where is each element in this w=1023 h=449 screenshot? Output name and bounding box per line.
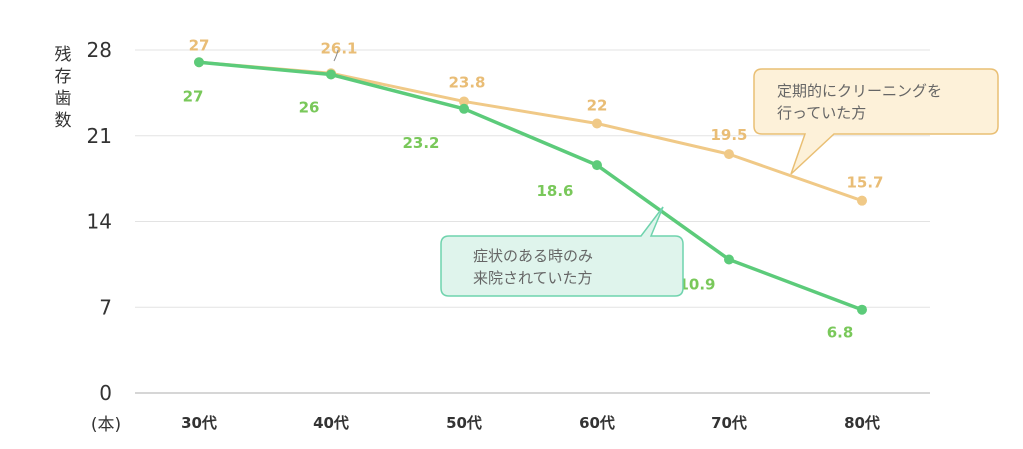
data-point xyxy=(724,149,734,160)
data-point xyxy=(194,57,204,68)
y-tick-28: 28 xyxy=(87,38,112,62)
x-axis: 30代 40代 50代 60代 70代 80代 xyxy=(181,414,880,432)
callout-box xyxy=(440,206,684,297)
y-axis-label-char: 歯 xyxy=(55,89,72,109)
data-point xyxy=(459,96,469,107)
y-axis-label-char: 残 xyxy=(55,45,72,65)
series-line xyxy=(197,60,864,312)
data-point xyxy=(724,254,734,265)
data-label: 26 xyxy=(299,99,320,117)
data-label: 10.9 xyxy=(678,275,715,293)
data-label: 23.8 xyxy=(448,73,485,91)
y-tick-21: 21 xyxy=(87,124,112,148)
data-label: 27 xyxy=(183,87,204,105)
y-axis-label-char: 数 xyxy=(55,111,72,131)
callout-text-line: 来院されていた方 xyxy=(473,269,593,287)
callout-text-line: 定期的にクリーニングを xyxy=(777,82,942,100)
data-label: 19.5 xyxy=(710,126,747,144)
data-point xyxy=(857,195,867,206)
y-axis-unit: (本) xyxy=(91,415,121,435)
data-point xyxy=(857,304,867,315)
callout-box xyxy=(753,68,999,175)
callout-text-line: 行っていた方 xyxy=(777,104,866,122)
data-label: 23.2 xyxy=(402,134,439,152)
y-tick-7: 7 xyxy=(99,295,112,319)
data-point xyxy=(592,118,602,129)
label-leader xyxy=(333,49,339,62)
x-tick-80代: 80代 xyxy=(844,414,880,432)
y-axis-label-char: 存 xyxy=(55,67,72,87)
x-tick-50代: 50代 xyxy=(446,414,482,432)
data-label: 18.6 xyxy=(536,182,573,200)
x-tick-30代: 30代 xyxy=(181,414,217,432)
gridlines xyxy=(135,49,930,394)
data-label: 27 xyxy=(189,36,210,54)
data-label: 15.7 xyxy=(846,174,883,192)
x-tick-70代: 70代 xyxy=(711,414,747,432)
x-tick-40代: 40代 xyxy=(313,414,349,432)
data-label: 26.1 xyxy=(320,39,357,57)
y-tick-14: 14 xyxy=(87,210,112,234)
data-point xyxy=(592,160,602,171)
data-point xyxy=(459,103,469,114)
series-layer: 27 26.1 23.8 22 19.5 15.7 27 26 23.2 18.6 10.9 6.8 xyxy=(183,36,884,341)
series-symptom-only: 27 26 23.2 18.6 10.9 6.8 xyxy=(183,57,867,342)
data-label: 22 xyxy=(587,97,608,115)
data-point xyxy=(326,69,336,80)
callout-text-line: 症状のある時のみ xyxy=(473,247,593,265)
y-tick-0: 0 xyxy=(99,381,112,405)
x-tick-60代: 60代 xyxy=(579,414,615,432)
data-label: 6.8 xyxy=(827,324,854,342)
